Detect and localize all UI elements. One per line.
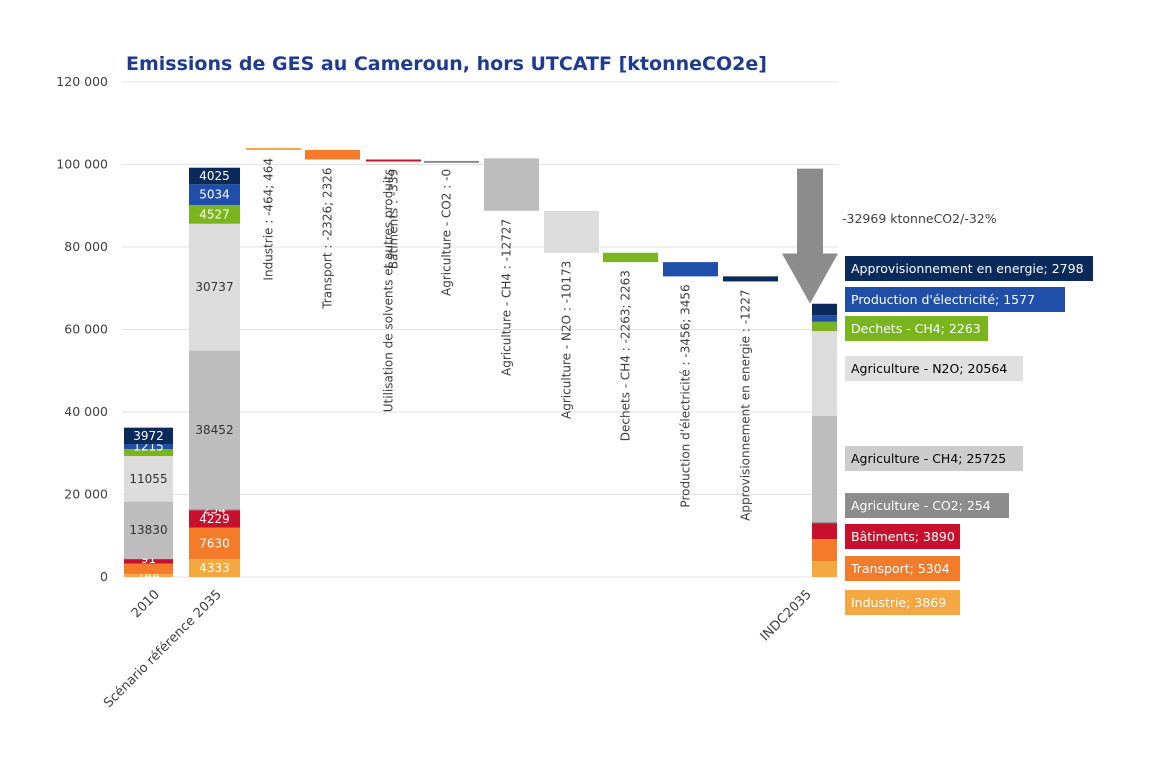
step-bar-3: [366, 159, 421, 162]
bar-segment-indc2035-approvisionnement-en-energie: [812, 303, 837, 316]
step-label-2: Transport : -2326; 2326: [321, 168, 335, 310]
waterfall-steps: Industrie : -464; 464 Transport : -2326; …: [246, 148, 778, 521]
indc-label-box-1: [845, 256, 1093, 281]
bar-segment-indc2035-agriculture-ch4: [812, 415, 837, 523]
indc-label-box-5: [845, 446, 1023, 471]
step-label-9: Approvisionnement en energie : -1227: [739, 289, 753, 520]
bar-segment-sc-nario-r-f-rence-2035-agriculture-ch4: [189, 350, 240, 510]
y-tick-label: 20 000: [64, 487, 108, 502]
segment-label: 13830: [129, 523, 167, 537]
bar-segment-2010-b-timents: [124, 559, 173, 564]
bar-segment-indc2035-dechets-ch4: [812, 321, 837, 332]
segment-label: 5034: [199, 188, 230, 202]
indc-label-text-6: Agriculture - CO2; 254: [851, 498, 991, 513]
segment-label: 38452: [195, 423, 233, 437]
step-bar-4: [424, 160, 479, 163]
indc-label-text-9: Industrie; 3869: [851, 595, 946, 610]
step-label-6: Agriculture - N2O : -10173: [560, 261, 574, 419]
bar-segment-indc2035-agriculture-co2: [812, 522, 837, 524]
segment-label: 4229: [199, 512, 230, 526]
bar-segment-indc2035-agriculture-n2o: [812, 331, 837, 416]
step-bar-9: [723, 276, 778, 282]
indc-label-box-6: [845, 493, 1009, 518]
segment-label: 11055: [129, 472, 167, 486]
y-tick-label: 40 000: [64, 404, 108, 419]
bar-segment-sc-nario-r-f-rence-2035-approvisionnement-en-energie: [189, 167, 240, 185]
bar-segment-sc-nario-r-f-rence-2035-industrie: [189, 559, 240, 577]
segment-label: 30737: [195, 280, 233, 294]
bar-segment-sc-nario-r-f-rence-2035-transport: [189, 527, 240, 560]
indc-label-text-2: Production d'électricité; 1577: [851, 292, 1035, 307]
step-label-1: Industrie : -464; 464: [262, 158, 276, 281]
step-label-5: Agriculture - CH4 : -12727: [500, 219, 514, 376]
indc-labels: Approvisionnement en energie; 2798 Produc…: [845, 256, 1093, 615]
bar-segment-sc-nario-r-f-rence-2035-agriculture-co2: [189, 509, 240, 511]
reduction-label: -32969 ktonneCO2/-32%: [842, 211, 997, 226]
indc-label-box-7: [845, 524, 960, 549]
bar-segment-sc-nario-r-f-rence-2035-production-d-lectricit: [189, 184, 240, 206]
bar-segment-2010-approvisionnement-en-energie: [124, 427, 173, 445]
y-tick-label: 60 000: [64, 322, 108, 337]
reduction-arrow: -32969 ktonneCO2/-32%: [782, 168, 997, 304]
step-bar-1: [246, 148, 301, 150]
indc-label-text-7: Bâtiments; 3890: [851, 529, 955, 544]
indc-label-box-2: [845, 287, 1065, 312]
grid-lines: [122, 81, 838, 578]
step-overlap-label-3: Bâtiments : -339: [387, 169, 401, 269]
indc-label-text-4: Agriculture - N2O; 20564: [851, 361, 1007, 376]
y-tick-label: 0: [100, 569, 108, 584]
bar-segment-2010-production-d-lectricit: [124, 444, 173, 450]
indc-label-text-1: Approvisionnement en energie; 2798: [851, 261, 1084, 276]
step-label-7: Dechets - CH4 : -2263; 2263: [619, 270, 633, 441]
indc-label-text-8: Transport; 5304: [850, 561, 950, 576]
y-tick-label: 100 000: [56, 157, 108, 172]
reduction-arrow-shape: [782, 168, 838, 304]
indc-label-box-4: [845, 356, 1023, 381]
bar-segment-2010-dechets-ch4: [124, 449, 173, 457]
x-tick-label: INDC2035: [758, 587, 815, 644]
bar-segment-indc2035-industrie: [812, 561, 837, 577]
step-bar-6: [544, 210, 599, 253]
step-bar-7: [603, 252, 658, 263]
y-tick-label: 120 000: [56, 74, 108, 89]
bar-segment-sc-nario-r-f-rence-2035-agriculture-n2o: [189, 223, 240, 351]
indc-label-box-3: [845, 316, 988, 341]
indc-label-text-5: Agriculture - CH4; 25725: [851, 451, 1006, 466]
segment-label: 3972: [133, 429, 164, 443]
bar-segment-2010-agriculture-co2: [124, 558, 173, 560]
x-tick-label: Scénario référence 2035: [101, 587, 225, 711]
bar-segment-2010-agriculture-n2o: [124, 456, 173, 502]
bar-segment-2010-agriculture-ch4: [124, 501, 173, 559]
bars: 7449113830110551215397243337630422925438…: [124, 167, 837, 582]
segment-label: 4527: [199, 207, 230, 221]
bar-segment-2010-industrie: [124, 573, 173, 577]
step-bar-2: [305, 149, 360, 160]
bar-segment-indc2035-production-d-lectricit: [812, 315, 837, 322]
segment-label: 4025: [199, 169, 230, 183]
step-bar-8: [663, 262, 718, 277]
segment-label: 7630: [199, 536, 230, 550]
x-tick-label: 2010: [129, 587, 163, 621]
segment-label: 4333: [199, 561, 230, 575]
indc-label-text-3: Dechets - CH4; 2263: [851, 321, 981, 336]
step-label-8: Production d'électricité : -3456; 3456: [679, 284, 693, 507]
indc-label-box-9: [845, 590, 960, 615]
bar-segment-sc-nario-r-f-rence-2035-dechets-ch4: [189, 205, 240, 224]
step-label-3: Utilisation de solvents et autres produi…: [382, 169, 396, 412]
y-tick-label: 80 000: [64, 239, 108, 254]
step-bar-5: [484, 158, 539, 211]
y-axis: 0 20 000 40 000 60 000 80 000 100 000 120 000: [56, 74, 108, 584]
step-label-4: Agriculture - CO2 : -0: [440, 169, 454, 296]
bar-segment-2010-transport: [124, 563, 173, 574]
bar-segment-indc2035-transport: [812, 539, 837, 562]
chart-title: Emissions de GES au Cameroun, hors UTCAT…: [126, 53, 767, 75]
bar-segment-indc2035-b-timents: [812, 523, 837, 540]
bar-segment-sc-nario-r-f-rence-2035-b-timents: [189, 510, 240, 528]
indc-label-box-8: [845, 556, 960, 581]
